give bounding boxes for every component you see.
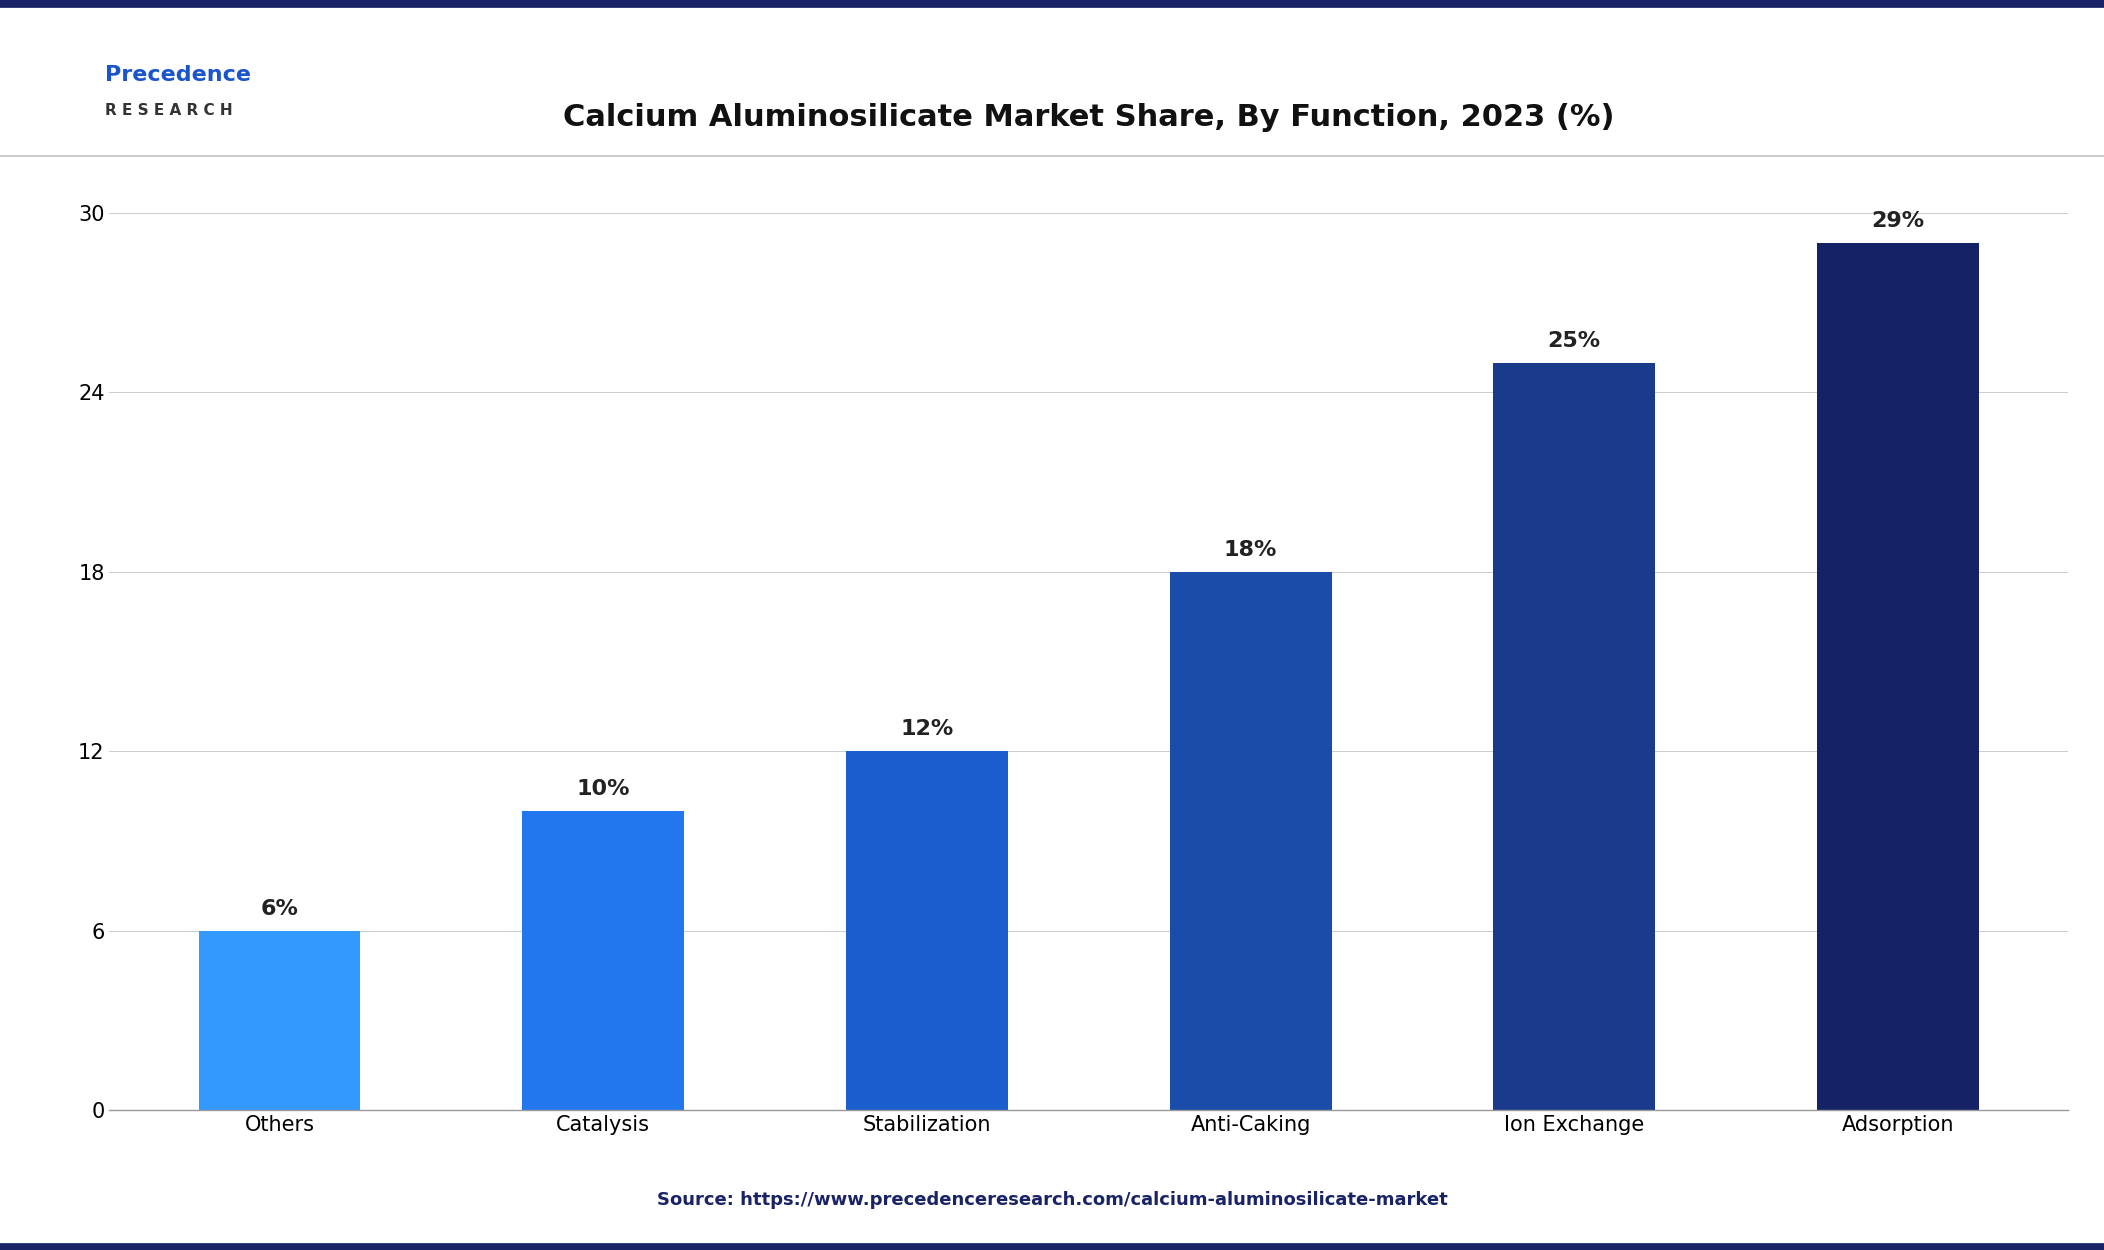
Bar — [198, 931, 360, 1110]
Text: R E S E A R C H: R E S E A R C H — [105, 102, 234, 118]
Bar — [522, 811, 684, 1110]
Bar — [1170, 572, 1332, 1110]
Bar — [1494, 362, 1656, 1110]
Bar — [1818, 242, 1980, 1110]
Text: Precedence: Precedence — [105, 65, 250, 85]
Text: 18%: 18% — [1225, 540, 1277, 560]
Text: 12%: 12% — [901, 719, 953, 739]
Text: 25%: 25% — [1549, 331, 1601, 351]
Title: Calcium Aluminosilicate Market Share, By Function, 2023 (%): Calcium Aluminosilicate Market Share, By… — [564, 102, 1614, 131]
Text: 10%: 10% — [576, 779, 629, 799]
Text: 29%: 29% — [1870, 211, 1925, 231]
Bar — [846, 751, 1008, 1110]
Text: Source: https://www.precedenceresearch.com/calcium-aluminosilicate-market: Source: https://www.precedenceresearch.c… — [656, 1191, 1448, 1209]
Text: 6%: 6% — [261, 899, 299, 919]
